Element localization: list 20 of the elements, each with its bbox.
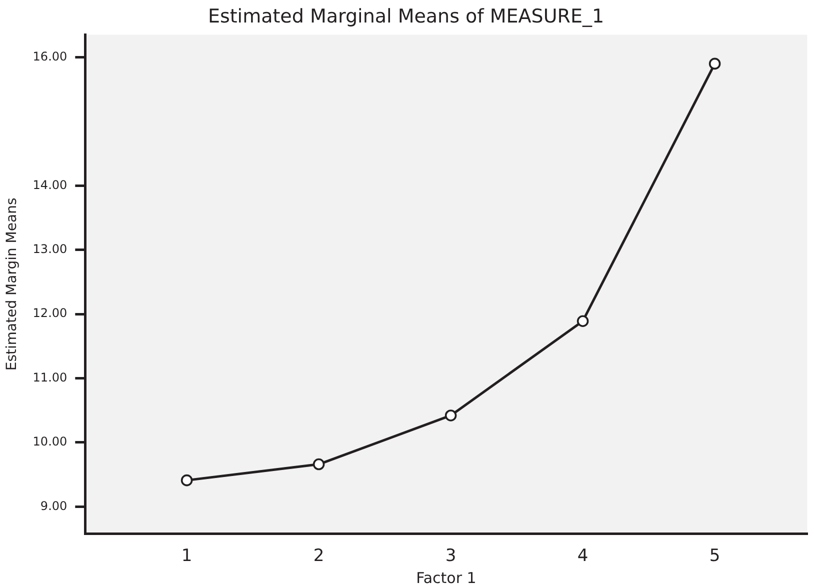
x-axis-title: Factor 1 bbox=[416, 568, 476, 587]
y-tick-label: 10.00 bbox=[32, 434, 68, 449]
point bbox=[444, 410, 457, 422]
y-tick-label: 13.00 bbox=[32, 242, 68, 256]
y-tick-label: 16.00 bbox=[32, 49, 68, 64]
point bbox=[708, 58, 721, 70]
x-tick-label: 2 bbox=[313, 546, 324, 566]
chart-title: Estimated Marginal Means of MEASURE_1 bbox=[208, 5, 604, 28]
y-tick-label: 9.00 bbox=[40, 498, 68, 513]
x-tick-label: 4 bbox=[577, 546, 588, 566]
point bbox=[576, 315, 589, 328]
point bbox=[312, 458, 325, 470]
y-tick-label: 12.00 bbox=[32, 306, 68, 320]
x-tick-label: 3 bbox=[445, 546, 456, 566]
y-axis-title: Estimated Margin Means bbox=[4, 198, 20, 371]
x-tick-label: 5 bbox=[709, 546, 720, 566]
point bbox=[180, 474, 193, 486]
x-tick-label: 1 bbox=[181, 546, 192, 566]
y-tick-label: 14.00 bbox=[32, 178, 68, 192]
y-tick-label: 11.00 bbox=[32, 370, 68, 384]
